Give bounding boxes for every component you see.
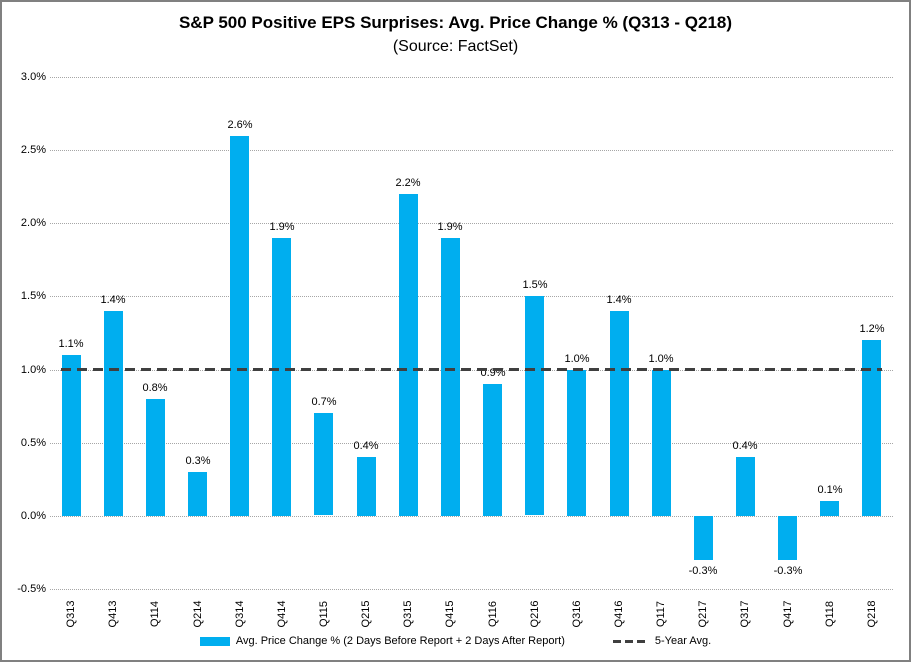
bar-Q315 (399, 194, 418, 516)
legend-entry-bar-series: Avg. Price Change % (2 Days Before Repor… (199, 635, 565, 647)
bar-Q217 (694, 516, 713, 560)
bar-Q214 (188, 472, 207, 516)
bar-Q114 (146, 399, 165, 516)
bar-Q413 (104, 311, 123, 516)
y-axis-tick-label: 0.0% (20, 510, 46, 522)
bar-Q117 (652, 370, 671, 516)
x-axis-tick-label-Q117: Q117 (655, 600, 667, 628)
data-label-Q118: 0.1% (817, 484, 843, 496)
x-axis-tick-label-Q317: Q317 (739, 600, 751, 628)
x-axis-tick-label-Q415: Q415 (444, 600, 456, 628)
chart-subtitle: (Source: FactSet) (392, 38, 519, 55)
bar-Q118 (820, 501, 839, 516)
x-axis-tick-label-Q218: Q218 (866, 600, 878, 628)
five-year-avg-line (61, 368, 882, 371)
data-label-Q215: 0.4% (353, 440, 379, 452)
data-label-Q114: 0.8% (142, 382, 168, 394)
gridline (50, 223, 893, 224)
gridline (50, 150, 893, 151)
data-label-Q415: 1.9% (437, 221, 463, 233)
bar-series-swatch-icon (199, 636, 230, 646)
data-label-Q314: 2.6% (227, 119, 253, 131)
x-axis-tick-label-Q214: Q214 (192, 600, 204, 628)
data-label-Q218: 1.2% (859, 323, 885, 335)
x-axis-tick-label-Q115: Q115 (318, 600, 330, 628)
bar-Q316 (567, 370, 586, 516)
data-label-Q417: -0.3% (773, 565, 803, 577)
data-label-Q214: 0.3% (185, 455, 211, 467)
x-axis-tick-label-Q414: Q414 (276, 600, 288, 628)
bar-Q317 (736, 457, 755, 516)
bar-Q417 (778, 516, 797, 560)
x-axis-tick-label-Q118: Q118 (824, 600, 836, 628)
y-axis-tick-label: 2.0% (20, 217, 46, 229)
x-axis-tick-label-Q416: Q416 (613, 600, 625, 628)
x-axis-tick-label-Q315: Q315 (402, 600, 414, 628)
bar-Q416 (610, 311, 629, 516)
chart-title: S&P 500 Positive EPS Surprises: Avg. Pri… (178, 13, 733, 32)
gridline (50, 443, 893, 444)
x-axis-tick-label-Q314: Q314 (234, 600, 246, 628)
bar-Q115 (314, 413, 333, 515)
x-axis-tick-label-Q417: Q417 (782, 600, 794, 628)
gridline (50, 296, 893, 297)
x-axis-tick-label-Q413: Q413 (107, 600, 119, 628)
bar-Q314 (230, 136, 249, 516)
data-label-Q117: 1.0% (648, 353, 674, 365)
gridline (50, 516, 893, 517)
x-axis-tick-label-Q116: Q116 (487, 600, 499, 628)
bar-Q415 (441, 238, 460, 516)
x-axis-tick-label-Q316: Q316 (571, 600, 583, 628)
legend: Avg. Price Change % (2 Days Before Repor… (2, 635, 909, 647)
y-axis-tick-label: 1.5% (20, 290, 46, 302)
legend-entry-avg-line: 5-Year Avg. (612, 635, 712, 647)
data-label-Q315: 2.2% (395, 177, 421, 189)
y-axis-tick-label: 1.0% (20, 364, 46, 376)
data-label-Q217: -0.3% (688, 565, 718, 577)
bar-Q313 (62, 355, 81, 516)
avg-line-swatch-icon (612, 639, 649, 643)
data-label-Q416: 1.4% (606, 294, 632, 306)
x-axis-tick-label-Q313: Q313 (65, 600, 77, 628)
legend-bar-series-label: Avg. Price Change % (2 Days Before Repor… (235, 635, 565, 647)
x-axis-tick-label-Q114: Q114 (149, 600, 161, 628)
x-axis-tick-label-Q215: Q215 (360, 600, 372, 628)
data-label-Q414: 1.9% (269, 221, 295, 233)
data-label-Q317: 0.4% (732, 440, 758, 452)
bar-Q218 (862, 340, 881, 516)
x-axis-tick-label-Q216: Q216 (529, 600, 541, 628)
data-label-Q413: 1.4% (100, 294, 126, 306)
y-axis-tick-label: 3.0% (20, 71, 46, 83)
data-label-Q216: 1.5% (522, 279, 548, 291)
legend-avg-line-label: 5-Year Avg. (654, 635, 712, 647)
data-label-Q115: 0.7% (311, 396, 337, 408)
bar-Q215 (357, 457, 376, 516)
x-axis-tick-label-Q217: Q217 (697, 600, 709, 628)
gridline (50, 77, 893, 78)
y-axis-tick-label: 2.5% (20, 144, 46, 156)
gridline (50, 589, 893, 590)
data-label-Q313: 1.1% (58, 338, 84, 350)
bar-Q116 (483, 384, 502, 516)
data-label-Q316: 1.0% (564, 353, 590, 365)
y-axis-tick-label: -0.5% (17, 583, 46, 595)
bar-Q216 (525, 296, 544, 515)
bar-Q414 (272, 238, 291, 516)
y-axis-tick-label: 0.5% (20, 437, 46, 449)
